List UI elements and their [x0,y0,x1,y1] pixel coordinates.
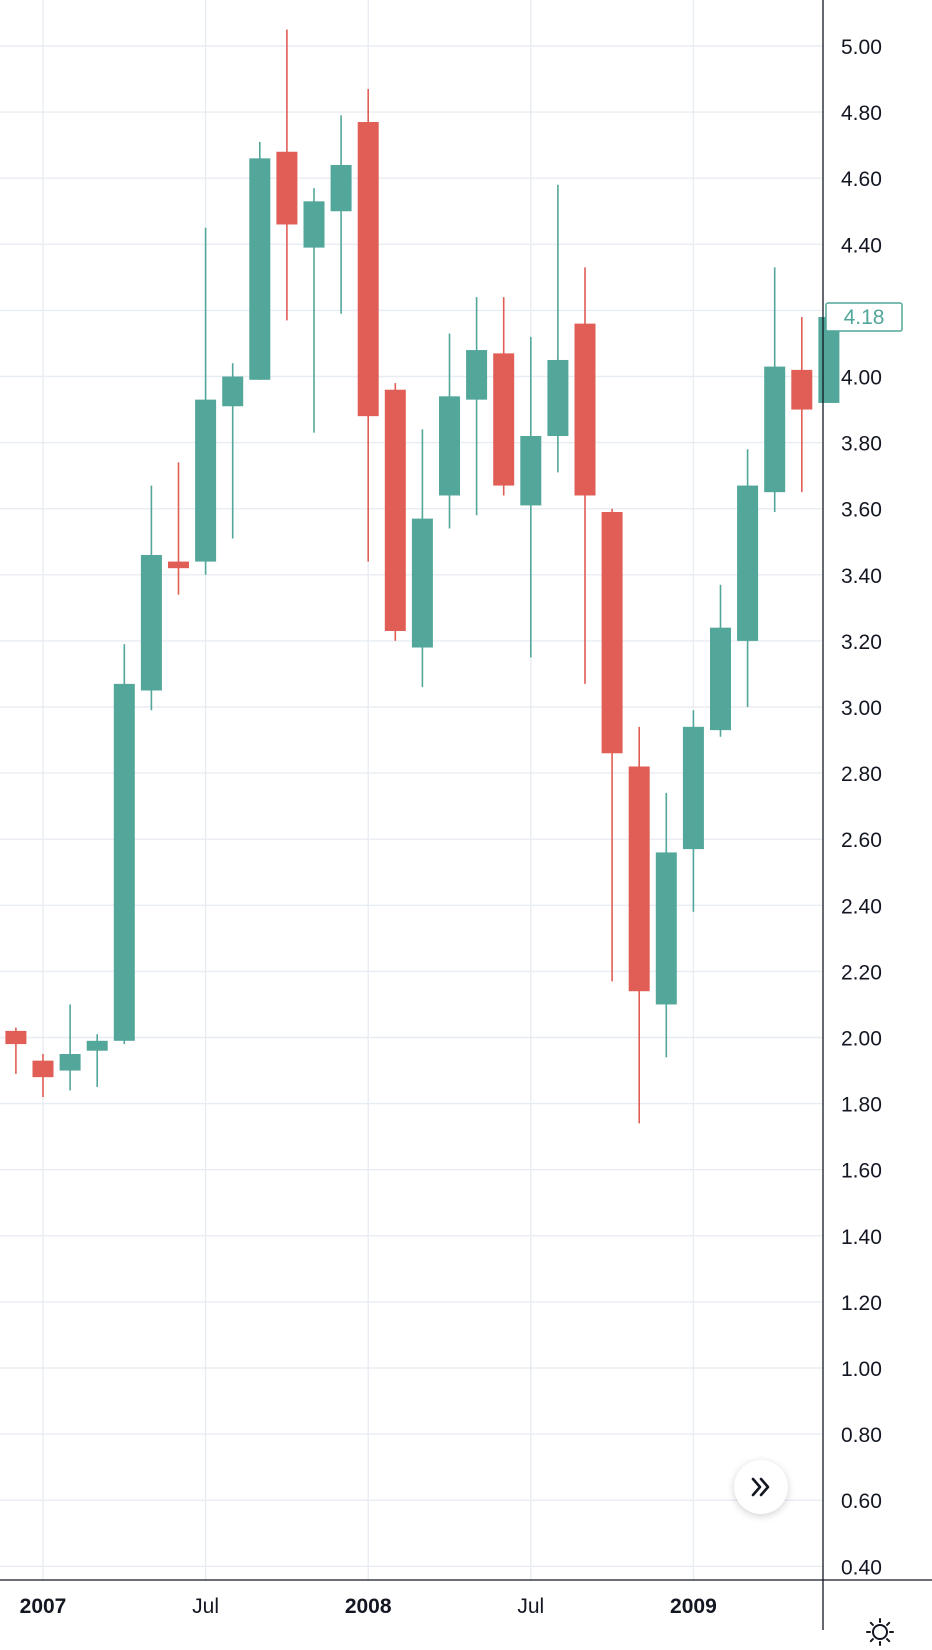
y-tick-label: 1.00 [841,1358,882,1381]
scroll-to-realtime-button[interactable] [734,1460,788,1514]
last-price-label: 4.18 [844,306,885,329]
candle[interactable] [357,88,379,562]
y-tick-label: 1.20 [841,1292,882,1315]
candle[interactable] [466,297,488,516]
candle-body [601,512,623,754]
candle-body [493,353,515,486]
candle-body [140,554,162,691]
candle[interactable] [59,1004,81,1091]
candle-body [682,726,704,850]
candle[interactable] [5,1027,27,1074]
candle-body [168,561,189,569]
candle[interactable] [574,267,596,684]
x-tick-label: Jul [517,1595,544,1618]
candle[interactable] [737,449,759,707]
candle-body [59,1054,81,1071]
candle-body [439,396,460,496]
y-tick-label: 3.40 [841,565,882,588]
y-tick-label: 1.60 [841,1160,882,1183]
candle[interactable] [32,1054,54,1097]
candle-body [628,766,650,992]
candle-body [574,323,596,496]
candle[interactable] [140,485,162,711]
candle[interactable] [601,508,623,982]
candle-body [520,435,542,506]
y-tick-label: 3.80 [841,433,882,456]
y-tick-label: 4.00 [841,367,882,390]
y-tick-label: 0.80 [841,1424,882,1447]
candle-body [276,151,298,225]
candle[interactable] [710,584,731,737]
candle-body [710,627,731,731]
candle-body [113,683,135,1041]
y-tick-label: 3.60 [841,499,882,522]
candle[interactable] [655,792,677,1058]
y-tick-label: 0.60 [841,1490,882,1513]
candles [5,29,840,1124]
candle[interactable] [764,267,786,513]
candle-body [818,317,840,403]
y-tick-label: 4.40 [841,234,882,257]
chart-settings-button[interactable] [862,1614,898,1650]
x-tick-label: 2008 [345,1595,392,1618]
candle[interactable] [330,115,352,314]
candle-body [5,1030,27,1045]
y-tick-label: 2.20 [841,961,882,984]
x-tick-label: Jul [192,1595,219,1618]
candle[interactable] [439,333,460,529]
candle-body [791,369,813,410]
y-tick-label: 3.20 [841,631,882,654]
candle[interactable] [303,188,325,433]
y-tick-label: 2.60 [841,829,882,852]
candle-body [384,389,406,631]
candle[interactable] [384,383,406,641]
candle-body [32,1060,54,1078]
candle-body [764,366,786,493]
candle-body [737,485,759,641]
y-tick-label: 5.00 [841,36,882,59]
candle[interactable] [195,227,217,575]
candle[interactable] [520,336,542,658]
candle[interactable] [249,141,271,380]
candle[interactable] [628,726,650,1124]
settings-sun-icon [866,1618,894,1646]
candle[interactable] [168,462,189,595]
grid [0,0,823,1580]
y-tick-label: 4.80 [841,102,882,125]
y-tick-label: 1.40 [841,1226,882,1249]
candle-body [303,201,325,248]
candle[interactable] [276,29,298,321]
candle-body [86,1040,108,1051]
candle-body [466,350,488,400]
candle[interactable] [411,429,433,688]
candle-body [357,122,379,417]
x-tick-label: 2009 [670,1595,717,1618]
candle[interactable] [493,297,515,496]
candle-body [330,164,352,212]
candle[interactable] [113,644,135,1045]
candle[interactable] [547,184,569,473]
candle-body [249,158,271,380]
candle[interactable] [86,1034,108,1088]
x-tick-label: 2007 [20,1595,67,1618]
candle[interactable] [222,363,244,539]
candle[interactable] [791,317,813,493]
y-tick-label: 4.60 [841,168,882,191]
candle-body [655,852,677,1005]
candle-body [222,376,244,407]
candle-body [195,399,217,562]
y-tick-label: 2.00 [841,1028,882,1051]
candle-body [547,359,569,436]
y-tick-label: 0.40 [841,1556,882,1579]
y-tick-label: 3.00 [841,697,882,720]
y-tick-label: 1.80 [841,1094,882,1117]
last-price-badge [825,302,903,332]
y-tick-label: 2.80 [841,763,882,786]
y-tick-label: 2.40 [841,895,882,918]
candle-body [411,518,433,648]
double-chevron-right-icon [751,1477,770,1497]
candle[interactable] [682,710,704,912]
